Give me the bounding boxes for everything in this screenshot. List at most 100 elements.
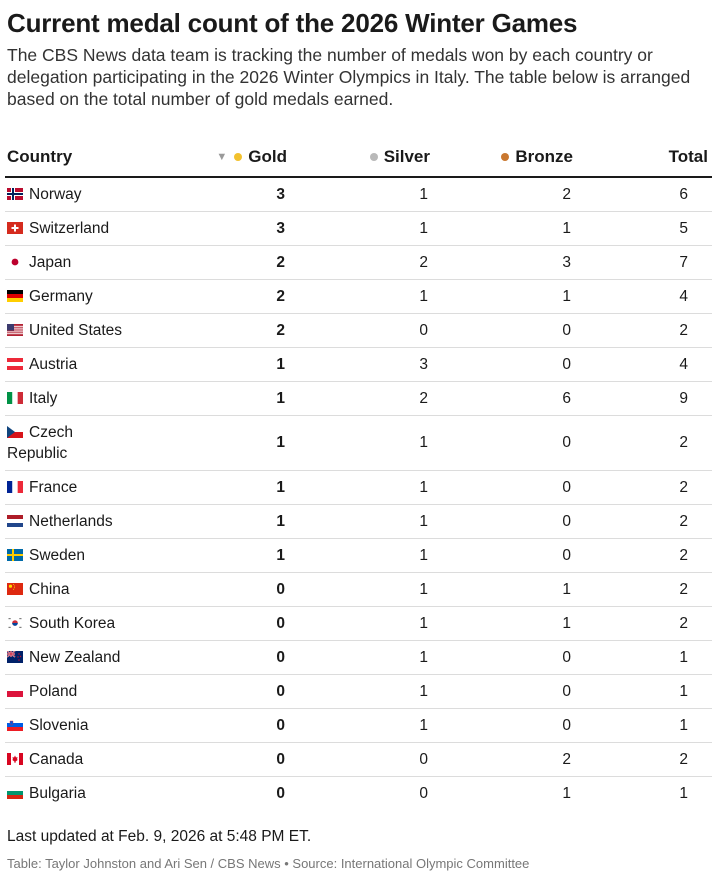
column-header-country-label: Country — [7, 147, 73, 166]
country-cell: Japan — [5, 245, 177, 280]
canada-flag-icon — [7, 752, 23, 765]
table-row: Switzerland 3 1 1 5 — [5, 211, 712, 246]
bronze-count-cell: 1 — [562, 784, 571, 802]
total-count-cell: 7 — [573, 245, 712, 280]
column-header-gold[interactable]: ▼ Gold — [177, 138, 287, 178]
country-cell: Poland — [5, 674, 177, 709]
country-cell: Netherlands — [5, 504, 177, 539]
column-header-bronze[interactable]: Bronze — [430, 138, 573, 178]
total-count-cell: 1 — [573, 640, 712, 675]
gold-count-cell: 0 — [177, 742, 287, 777]
country-cell: New Zealand — [5, 640, 177, 675]
silver-count-cell: 0 — [419, 784, 428, 802]
netherlands-flag-icon — [7, 514, 23, 527]
country-cell: Bulgaria — [5, 777, 177, 811]
country-cell: South Korea — [5, 606, 177, 641]
total-count-cell: 5 — [573, 211, 712, 246]
gold-count-cell: 1 — [177, 538, 287, 573]
bronze-count-cell: 0 — [430, 415, 573, 471]
poland-flag-icon — [7, 684, 23, 697]
source-credit: Table: Taylor Johnston and Ari Sen / CBS… — [7, 856, 530, 871]
gold-count-cell: 3 — [177, 177, 287, 212]
silver-count-cell: 1 — [287, 470, 430, 505]
bronze-count-cell: 0 — [430, 504, 573, 539]
country-cell: Switzerland — [5, 211, 177, 246]
bronze-count-cell: 0 — [430, 640, 573, 675]
table-row: Czech Republic 1 1 0 2 — [5, 415, 712, 471]
country-cell: Canada — [5, 742, 177, 777]
total-count-cell: 4 — [573, 279, 712, 314]
column-header-silver[interactable]: Silver — [287, 138, 430, 178]
germany-flag-icon — [7, 289, 23, 302]
france-flag-icon — [7, 480, 23, 493]
table-row: Japan 2 2 3 7 — [5, 245, 712, 280]
column-header-bronze-label: Bronze — [515, 147, 573, 166]
switzerland-flag-icon — [7, 221, 23, 234]
country-cell: Germany — [5, 279, 177, 314]
gold-count-cell: 3 — [177, 211, 287, 246]
gold-count-cell: 1 — [177, 415, 287, 471]
table-row: Slovenia 0 1 0 1 — [5, 708, 712, 743]
country-name: Poland — [29, 683, 78, 700]
silver-count-cell: 2 — [287, 381, 430, 416]
country-cell: Austria — [5, 347, 177, 382]
country-cell: Italy — [5, 381, 177, 416]
silver-dot-icon — [369, 152, 378, 161]
gold-dot-icon — [234, 152, 243, 161]
country-name: New Zealand — [29, 649, 121, 666]
silver-count-cell: 0 — [287, 742, 430, 777]
gold-count-cell: 0 — [276, 784, 285, 802]
table-row: Austria 1 3 0 4 — [5, 347, 712, 382]
country-name: Austria — [29, 356, 78, 373]
silver-count-cell: 1 — [287, 606, 430, 641]
silver-count-cell: 1 — [287, 674, 430, 709]
bronze-count-cell: 0 — [430, 313, 573, 348]
table-row: Canada 0 0 2 2 — [5, 742, 712, 777]
country-name: Japan — [29, 254, 72, 271]
total-count-cell: 2 — [573, 313, 712, 348]
country-name: Switzerland — [29, 220, 110, 237]
silver-count-cell: 1 — [287, 640, 430, 675]
silver-count-cell: 1 — [287, 504, 430, 539]
last-updated-note: Last updated at Feb. 9, 2026 at 5:48 PM … — [7, 828, 312, 845]
total-count-cell: 2 — [573, 572, 712, 607]
gold-count-cell: 1 — [177, 470, 287, 505]
bronze-count-cell: 1 — [430, 606, 573, 641]
bronze-count-cell: 1 — [430, 572, 573, 607]
bronze-count-cell: 3 — [430, 245, 573, 280]
table-row: New Zealand 0 1 0 1 — [5, 640, 712, 675]
column-header-gold-label: Gold — [248, 147, 287, 166]
country-name: Canada — [29, 751, 84, 768]
gold-count-cell: 2 — [177, 279, 287, 314]
usa-flag-icon — [7, 323, 23, 336]
total-count-cell: 2 — [573, 742, 712, 777]
country-name: Czech Republic — [7, 424, 73, 462]
silver-count-cell: 1 — [287, 415, 430, 471]
country-cell: Czech Republic — [5, 415, 177, 471]
table-row: China 0 1 1 2 — [5, 572, 712, 607]
total-count-cell: 1 — [573, 708, 712, 743]
gold-count-cell: 0 — [177, 606, 287, 641]
bronze-count-cell: 1 — [430, 279, 573, 314]
country-name: Germany — [29, 288, 93, 305]
silver-count-cell: 3 — [287, 347, 430, 382]
table-row: Poland 0 1 0 1 — [5, 674, 712, 709]
column-header-total[interactable]: Total — [573, 138, 712, 178]
country-name: Sweden — [29, 547, 86, 564]
total-count-cell: 6 — [573, 177, 712, 212]
total-count-cell: 1 — [679, 784, 688, 802]
country-name: Norway — [29, 186, 82, 203]
gold-count-cell: 0 — [177, 572, 287, 607]
south-korea-flag-icon — [7, 616, 23, 629]
bronze-count-cell: 0 — [430, 470, 573, 505]
bronze-count-cell: 2 — [430, 742, 573, 777]
silver-count-cell: 0 — [287, 313, 430, 348]
column-header-country[interactable]: Country — [5, 138, 177, 178]
table-header-row: Country ▼ Gold Silver Bronze Total — [5, 138, 712, 178]
bronze-count-cell: 1 — [430, 211, 573, 246]
total-count-cell: 2 — [573, 415, 712, 471]
bronze-dot-icon — [501, 152, 510, 161]
bronze-count-cell: 0 — [430, 674, 573, 709]
table-row: Netherlands 1 1 0 2 — [5, 504, 712, 539]
country-cell: China — [5, 572, 177, 607]
